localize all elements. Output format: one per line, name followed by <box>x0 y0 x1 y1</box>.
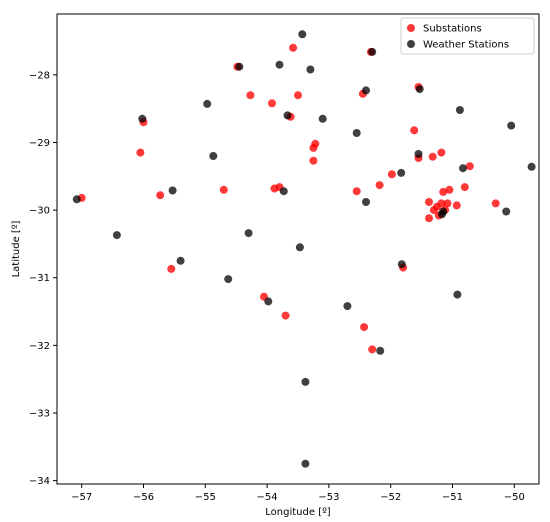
substations-point <box>491 199 500 208</box>
weather-station-point <box>376 346 385 355</box>
weather-station-point <box>455 106 464 114</box>
substations-point <box>136 148 145 157</box>
legend-marker-substations <box>407 24 415 32</box>
y-tick-label: −28 <box>29 70 50 81</box>
legend-label-substations: Substations <box>423 24 482 35</box>
substations-point <box>460 183 469 192</box>
substations-point <box>360 323 369 332</box>
substations-point <box>445 185 454 194</box>
substations-point <box>425 198 433 206</box>
weather-station-point <box>306 65 315 74</box>
substations-point <box>465 162 474 171</box>
x-tick-label: −57 <box>71 492 92 503</box>
substations-point <box>219 185 228 194</box>
substations-point <box>375 181 384 190</box>
y-tick-label: −32 <box>29 341 50 352</box>
weather-station-point <box>138 114 147 123</box>
substations-point <box>309 156 318 165</box>
ticks-layer: −57 −56 −55 −54 −53 −52 −51 −50 −28 −29 −30 −31 −32 −… <box>29 70 525 503</box>
weather-station-point <box>397 168 406 177</box>
substations-point <box>294 91 302 100</box>
substations-point <box>246 91 255 100</box>
substations-point <box>289 43 298 52</box>
x-tick-label: −50 <box>504 492 525 503</box>
substations-point <box>311 139 320 148</box>
weather-station-point <box>112 231 121 240</box>
y-tick-label: −34 <box>29 476 50 487</box>
weather-station-point <box>439 207 448 216</box>
weather-station-point <box>459 164 467 173</box>
weather-station-point <box>527 162 536 171</box>
x-tick-label: −54 <box>257 492 278 503</box>
substations-point <box>167 264 176 273</box>
y-axis-label: Latitude [º] <box>11 220 22 277</box>
weather-station-point <box>203 99 212 108</box>
substations-point <box>352 187 361 196</box>
x-tick-label: −53 <box>318 492 339 503</box>
legend-label-weather-stations: Weather Stations <box>423 40 509 51</box>
legend-box <box>400 17 535 55</box>
weather-station-point <box>301 377 310 386</box>
weather-station-point <box>343 302 352 311</box>
x-tick-label: −55 <box>195 492 216 503</box>
weather-station-point <box>168 186 177 195</box>
legend-marker-weather-stations <box>407 40 415 48</box>
weather-station-point <box>264 297 273 306</box>
points-layer <box>72 30 536 468</box>
x-tick-label: −51 <box>442 492 463 503</box>
y-tick-label: −29 <box>29 138 50 149</box>
weather-station-point <box>275 60 284 69</box>
substations-point <box>452 201 461 210</box>
y-tick-label: −31 <box>29 273 50 284</box>
weather-station-point <box>415 85 424 94</box>
x-tick-label: −56 <box>133 492 154 503</box>
weather-station-point <box>244 229 253 238</box>
substations-point <box>281 311 290 320</box>
substations-point <box>437 199 446 208</box>
legend: Substations Weather Stations <box>400 17 535 55</box>
plot-frame <box>56 13 540 485</box>
y-tick-label: −33 <box>29 408 50 419</box>
weather-station-point <box>318 114 327 123</box>
weather-station-point <box>352 129 361 137</box>
substations-point <box>368 345 377 354</box>
substations-point <box>268 99 276 108</box>
y-tick-label: −30 <box>29 206 50 217</box>
weather-station-point <box>362 86 370 95</box>
weather-station-point <box>414 150 423 158</box>
substations-point <box>437 148 446 157</box>
weather-station-point <box>283 111 292 120</box>
weather-station-point <box>362 198 370 206</box>
weather-station-point <box>295 243 304 252</box>
weather-station-point <box>224 275 233 284</box>
weather-station-point <box>176 256 185 265</box>
substations-point <box>156 191 165 200</box>
weather-station-point <box>72 195 81 204</box>
weather-station-point <box>502 207 511 216</box>
weather-station-point <box>209 152 218 160</box>
weather-station-point <box>453 290 462 299</box>
weather-station-point <box>507 121 516 130</box>
substations-point <box>443 199 452 208</box>
substations-point <box>410 126 419 135</box>
weather-station-point <box>298 30 307 39</box>
weather-station-point <box>279 187 288 196</box>
weather-station-point <box>235 62 244 71</box>
substations-point <box>428 152 437 161</box>
x-axis-label: Longitude [º] <box>265 507 331 518</box>
substations-point <box>387 170 396 179</box>
weather-station-point <box>397 260 406 269</box>
weather-station-point <box>301 459 310 468</box>
substations-point <box>439 187 448 196</box>
substations-point <box>425 214 433 223</box>
weather-station-point <box>368 47 377 56</box>
x-tick-label: −52 <box>380 492 401 503</box>
